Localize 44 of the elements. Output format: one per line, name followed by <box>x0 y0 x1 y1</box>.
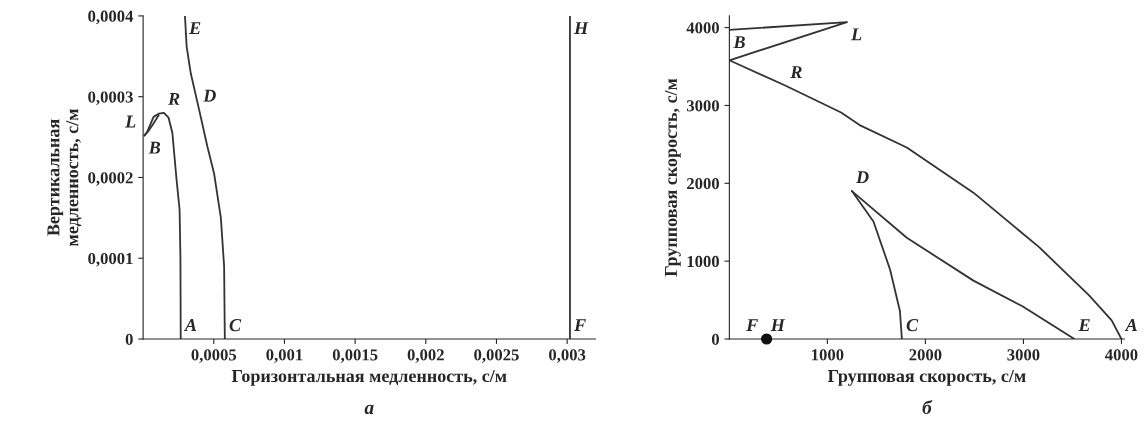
x-tick-label: 4000 <box>1105 349 1138 361</box>
x-tick-label: 3000 <box>1007 349 1040 361</box>
annotation: L <box>851 28 862 41</box>
y-tick-label: 4000 <box>686 22 720 34</box>
annotation: B <box>148 141 161 154</box>
x-tick-label: 2000 <box>909 349 942 361</box>
annotation: H <box>573 22 589 34</box>
y-tick-label: 0,0003 <box>88 91 133 106</box>
x-tick-label: 0,003 <box>549 349 586 363</box>
y-axis-title: Групповая скорость, с/м <box>664 78 681 277</box>
annotation: A <box>1124 319 1137 331</box>
annotation: D <box>203 89 216 102</box>
text: а <box>364 404 374 415</box>
y-tick-label: 0 <box>711 333 720 345</box>
x-tick-label: 0,0005 <box>191 349 237 363</box>
annotation: C <box>906 319 919 332</box>
x-tick-label: 0,001 <box>266 349 303 363</box>
y-tick-label: 1000 <box>687 255 720 268</box>
annotation: D <box>855 171 869 184</box>
x-tick-label: 0,0025 <box>474 349 519 363</box>
text: б <box>922 399 933 415</box>
annotation: F <box>746 319 758 331</box>
y-tick-label: 2000 <box>687 178 720 190</box>
annotation: A <box>183 319 197 331</box>
x-tick-label: 0,002 <box>407 349 444 363</box>
y-tick-label: 3000 <box>686 100 720 112</box>
annotation: F <box>574 319 586 331</box>
annotation: B <box>733 36 745 49</box>
annotation: C <box>229 319 242 332</box>
annotation: E <box>188 22 201 34</box>
y-tick-label: 0,0001 <box>88 252 133 267</box>
annotation: E <box>1078 319 1090 331</box>
x-axis-title: Групповая скорость, с/м <box>827 369 1026 386</box>
y-axis-title: Вертикальная медленность, с/м <box>47 109 82 246</box>
annotation: R <box>168 93 180 105</box>
y-tick-label: 0,0004 <box>88 10 134 25</box>
y-tick-label: 0,0002 <box>88 172 133 186</box>
x-tick-label: 0,0015 <box>332 349 378 363</box>
annotation: R <box>790 66 802 78</box>
y-tick-label: 0 <box>125 333 133 345</box>
x-axis-title: Горизонтальная медленность, с/м <box>231 370 507 386</box>
x-tick-label: 1000 <box>812 349 844 361</box>
annotation: H <box>770 319 786 331</box>
annotation: L <box>125 115 136 128</box>
